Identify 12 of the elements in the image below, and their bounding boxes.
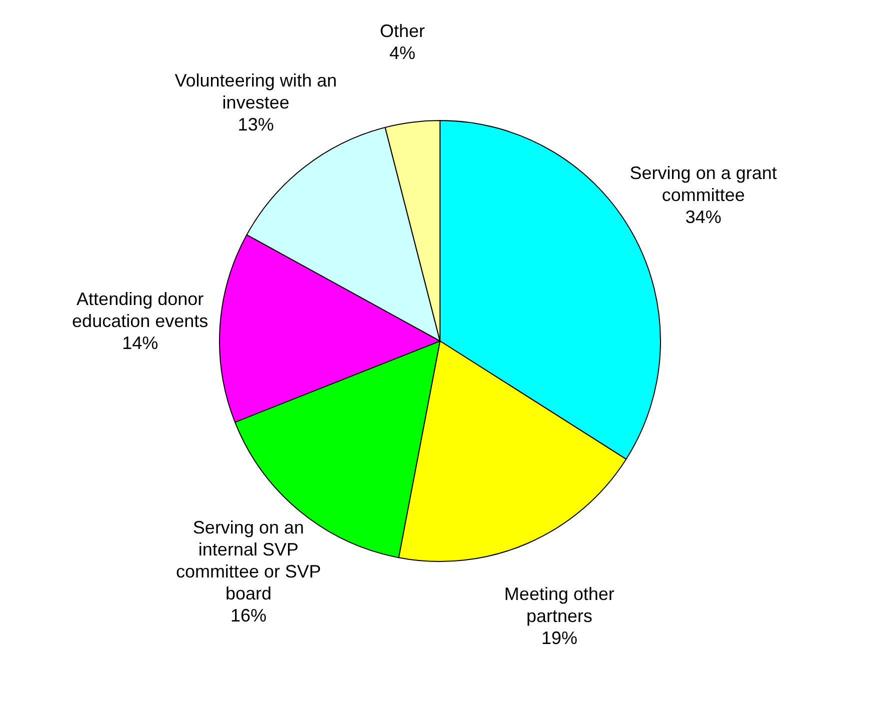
slice-label: Volunteering with an investee (174, 70, 337, 113)
data-label: 34% (685, 207, 722, 228)
data-label: 4% (389, 42, 416, 63)
slice-label: Attending donor education events (72, 289, 208, 332)
slice-label: Other (380, 20, 425, 41)
slice-label: Serving on an internal SVP committee or SVP board (176, 518, 321, 604)
data-label: 19% (541, 628, 578, 648)
slice-label: Serving on a grant committee (630, 163, 777, 206)
data-label: 16% (230, 606, 266, 626)
slice-label: Meeting other partners (504, 584, 614, 626)
data-label: 13% (238, 114, 274, 135)
data-label: 14% (122, 333, 158, 354)
